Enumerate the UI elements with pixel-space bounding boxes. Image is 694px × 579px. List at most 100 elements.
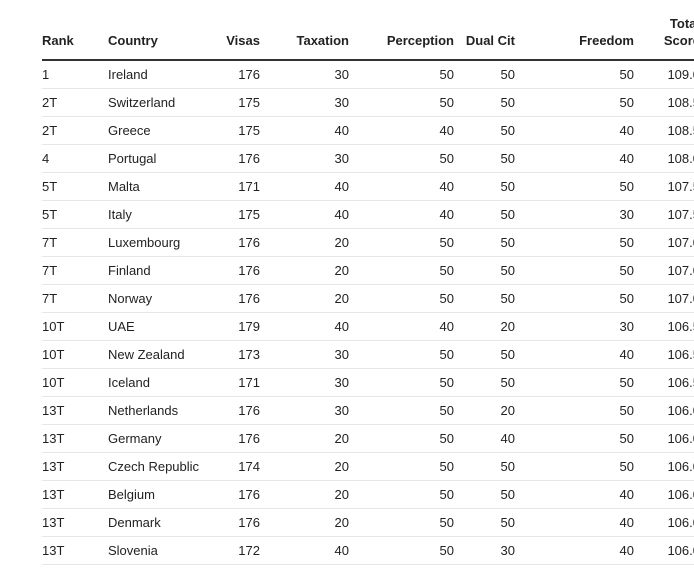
table-cell: 40 (349, 116, 454, 145)
table-cell: 2T (42, 116, 108, 145)
table-cell: Greece (108, 116, 200, 145)
table-cell: 106.0 (634, 424, 694, 453)
table-cell: 50 (349, 228, 454, 257)
table-cell: 50 (515, 396, 634, 425)
table-cell: 7T (42, 228, 108, 257)
table-cell: 1 (42, 60, 108, 89)
table-cell: 50 (349, 508, 454, 537)
table-cell: 4 (42, 144, 108, 173)
table-cell: 10T (42, 368, 108, 397)
table-cell: Norway (108, 284, 200, 313)
table-cell: 20 (260, 256, 349, 285)
table-cell: 50 (515, 60, 634, 89)
table-cell: 50 (349, 536, 454, 565)
table-cell: 50 (454, 116, 515, 145)
table-cell: 5T (42, 172, 108, 201)
table-cell: 106.0 (634, 480, 694, 509)
table-cell: 176 (200, 144, 260, 173)
table-cell: 30 (515, 312, 634, 341)
column-header: Country (108, 8, 200, 61)
table-cell: 50 (349, 424, 454, 453)
table-cell: 40 (515, 536, 634, 565)
table-cell: 50 (349, 256, 454, 285)
table-cell: 176 (200, 508, 260, 537)
table-cell: Belgium (108, 480, 200, 509)
table-cell: 50 (454, 452, 515, 481)
table-cell: 108.5 (634, 116, 694, 145)
table-cell: 30 (260, 368, 349, 397)
column-header: Taxation (260, 8, 349, 61)
table-cell: 176 (200, 284, 260, 313)
table-cell: 2T (42, 88, 108, 117)
table-cell: 10T (42, 340, 108, 369)
table-cell: 50 (349, 60, 454, 89)
table-cell: 176 (200, 396, 260, 425)
table-cell: 13T (42, 536, 108, 565)
column-header: Total Score (634, 8, 694, 61)
table-cell: 108.0 (634, 144, 694, 173)
table-cell: 50 (515, 452, 634, 481)
table-cell: 50 (515, 256, 634, 285)
table-cell: 50 (454, 60, 515, 89)
table-cell: 174 (200, 452, 260, 481)
table-cell: 13T (42, 508, 108, 537)
table-cell: 20 (454, 312, 515, 341)
column-header: Rank (42, 8, 108, 61)
table-cell: Malta (108, 172, 200, 201)
table-cell: 30 (260, 88, 349, 117)
table-cell: 20 (260, 424, 349, 453)
table-cell: 20 (260, 452, 349, 481)
table-cell: Iceland (108, 368, 200, 397)
table-cell: 176 (200, 424, 260, 453)
table-cell: Slovenia (108, 536, 200, 565)
table-cell: 40 (260, 116, 349, 145)
table-cell: Denmark (108, 508, 200, 537)
table-cell: Switzerland (108, 88, 200, 117)
table-cell: 50 (349, 368, 454, 397)
table-cell: 175 (200, 88, 260, 117)
table-cell: 50 (454, 480, 515, 509)
table-cell: 50 (454, 88, 515, 117)
table-cell: 50 (349, 452, 454, 481)
table-cell: 7T (42, 284, 108, 313)
table-cell: Italy (108, 200, 200, 229)
column-header: Freedom (515, 8, 634, 61)
table-cell: 13T (42, 480, 108, 509)
table-cell: 50 (454, 228, 515, 257)
table-cell: 40 (515, 480, 634, 509)
table-cell: 40 (515, 340, 634, 369)
table-cell: 40 (349, 312, 454, 341)
header-row: Rank Country Visas Taxation Perception Dual C… (42, 8, 694, 61)
table-cell: 50 (454, 200, 515, 229)
table-cell: 107.5 (634, 200, 694, 229)
table-cell: 50 (515, 284, 634, 313)
table-cell: 40 (515, 508, 634, 537)
table-cell: 107.5 (634, 172, 694, 201)
table-cell: 40 (260, 312, 349, 341)
table-cell: 176 (200, 60, 260, 89)
table-cell: 50 (349, 144, 454, 173)
table-cell: 30 (260, 340, 349, 369)
table-cell: 106.5 (634, 368, 694, 397)
table-cell: 30 (260, 60, 349, 89)
table-cell: 50 (349, 396, 454, 425)
table-cell: 50 (515, 172, 634, 201)
table-cell: 176 (200, 228, 260, 257)
table-cell: 50 (515, 88, 634, 117)
table-cell: 40 (349, 200, 454, 229)
column-header: Dual Cit (454, 8, 515, 61)
table-cell: Czech Republic (108, 452, 200, 481)
